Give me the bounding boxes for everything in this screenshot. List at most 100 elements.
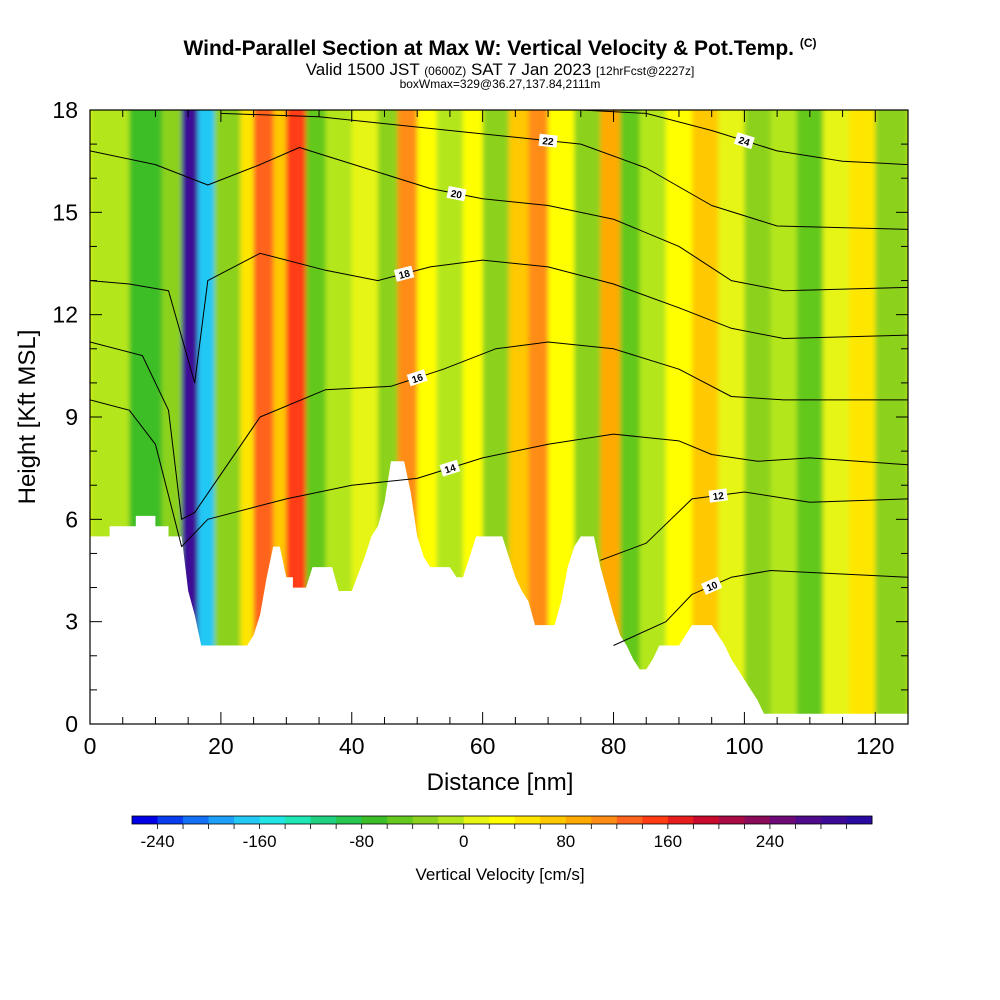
colorbar-swatch bbox=[132, 816, 158, 824]
terrain-layer bbox=[90, 461, 908, 724]
colorbar-swatch bbox=[616, 816, 643, 824]
x-axis-label: Distance [nm] bbox=[427, 769, 574, 796]
x-tick-label: 120 bbox=[856, 733, 894, 759]
theta-contours: 10 12 14 16 18 20 22 24 bbox=[90, 110, 908, 646]
velocity-band bbox=[770, 110, 798, 724]
y-tick-label: 12 bbox=[52, 302, 78, 328]
contour-label-text: 20 bbox=[450, 189, 463, 202]
chart-title: Wind-Parallel Section at Max W: Vertical… bbox=[0, 36, 1000, 61]
colorbar-swatch bbox=[412, 816, 439, 824]
velocity-band bbox=[197, 110, 215, 724]
colorbar-swatch bbox=[336, 816, 363, 824]
velocity-band bbox=[692, 110, 719, 724]
colorbar-tick-label: 240 bbox=[756, 832, 784, 851]
contour-label-text: 16 bbox=[411, 372, 425, 386]
axes: 0 20 40 60 80 100 120 0 3 6 9 12 15 18 bbox=[52, 97, 909, 759]
colorbar-swatch bbox=[489, 816, 516, 824]
colorbar-swatch bbox=[285, 816, 312, 824]
velocity-band bbox=[639, 110, 667, 724]
contour-label-text: 14 bbox=[443, 463, 457, 477]
x-tick-label: 40 bbox=[339, 733, 365, 759]
valid-date: SAT 7 Jan 2023 bbox=[470, 60, 592, 79]
velocity-band bbox=[665, 110, 693, 724]
colorbar-swatch bbox=[718, 816, 745, 824]
contour-label-text: 18 bbox=[398, 268, 412, 282]
colorbar-tick-label: -80 bbox=[349, 832, 374, 851]
colorbar-tick-label: 80 bbox=[556, 832, 575, 851]
velocity-band bbox=[822, 110, 850, 724]
colorbar-swatch bbox=[846, 816, 873, 824]
forecast-info: [12hrFcst@2227z] bbox=[596, 64, 695, 78]
y-tick-label: 15 bbox=[52, 199, 78, 225]
colorbar-tick-label: 160 bbox=[654, 832, 682, 851]
velocity-band bbox=[620, 110, 641, 724]
colorbar-swatch bbox=[259, 816, 286, 824]
velocity-band bbox=[718, 110, 745, 724]
colorbar-swatch bbox=[387, 816, 414, 824]
x-tick-label: 80 bbox=[601, 733, 627, 759]
contour-label-box bbox=[439, 459, 461, 477]
colorbar: -240 -160 -80 0 80 160 240 bbox=[131, 815, 873, 851]
velocity-band bbox=[286, 110, 307, 724]
contour-label-text: 22 bbox=[542, 136, 555, 148]
contour-label-box bbox=[701, 576, 723, 595]
colorbar-swatch bbox=[438, 816, 465, 824]
velocity-band bbox=[240, 110, 255, 724]
colorbar-swatch bbox=[540, 816, 567, 824]
contour-label-text: 24 bbox=[737, 135, 751, 149]
contour-label-box bbox=[406, 369, 428, 387]
y-tick-label: 18 bbox=[52, 97, 78, 123]
theta-contour-label: 16 bbox=[406, 369, 428, 387]
y-tick-label: 3 bbox=[65, 609, 78, 635]
valid-utc: (0600Z) bbox=[424, 64, 467, 78]
boxwmax-line: boxWmax=329@36.27,137.84,2111m bbox=[399, 77, 601, 91]
terrain bbox=[90, 461, 908, 724]
x-tick-label: 0 bbox=[84, 733, 97, 759]
contour-label-box bbox=[446, 185, 467, 202]
copyright-mark: (C) bbox=[799, 36, 817, 50]
colorbar-swatch bbox=[769, 816, 796, 824]
colorbar-tick-label: 0 bbox=[459, 832, 468, 851]
colorbar-tick-label: -240 bbox=[141, 832, 175, 851]
x-tick-label: 100 bbox=[725, 733, 763, 759]
colorbar-swatch bbox=[234, 816, 260, 824]
colorbar-swatch bbox=[795, 816, 822, 824]
colorbar-swatch bbox=[463, 816, 490, 824]
contour-label-box bbox=[393, 265, 415, 282]
y-tick-label: 0 bbox=[65, 711, 78, 737]
theta-contour-label: 10 bbox=[701, 576, 723, 595]
colorbar-label: Vertical Velocity [cm/s] bbox=[415, 865, 584, 884]
contour-label-text: 12 bbox=[712, 491, 725, 503]
theta-contour-label: 24 bbox=[734, 132, 755, 150]
colorbar-frame bbox=[131, 815, 873, 825]
colorbar-swatch bbox=[361, 816, 388, 824]
valid-time: Valid 1500 JST bbox=[305, 60, 420, 79]
velocity-band bbox=[600, 110, 621, 724]
colorbar-swatch bbox=[565, 816, 592, 824]
theta-contour-label: 12 bbox=[708, 488, 728, 503]
velocity-band bbox=[796, 110, 824, 724]
x-tick-label: 60 bbox=[470, 733, 496, 759]
theta-contour-label: 18 bbox=[393, 265, 415, 282]
colorbar-swatch bbox=[744, 816, 771, 824]
colorbar-swatch bbox=[667, 816, 694, 824]
chart-subtitle: Valid 1500 JST (0600Z) SAT 7 Jan 2023 [1… bbox=[0, 60, 1000, 80]
contour-label-box bbox=[538, 133, 558, 148]
velocity-band bbox=[181, 110, 199, 724]
velocity-band bbox=[849, 110, 876, 724]
colorbar-swatch bbox=[183, 816, 209, 824]
colorbar-swatch bbox=[820, 816, 847, 824]
colorbar-swatch bbox=[208, 816, 235, 824]
theta-contour-label: 20 bbox=[446, 185, 467, 202]
colorbar-swatch bbox=[514, 816, 541, 824]
colorbar-swatch bbox=[642, 816, 669, 824]
y-tick-label: 6 bbox=[65, 506, 78, 532]
contour-label-text: 10 bbox=[705, 580, 720, 595]
colorbar-swatch bbox=[591, 816, 618, 824]
contour-label-box bbox=[734, 132, 755, 150]
theta-contour-label: 14 bbox=[439, 459, 461, 477]
x-tick-label: 20 bbox=[208, 733, 234, 759]
velocity-band bbox=[528, 110, 549, 724]
chart-title-text: Wind-Parallel Section at Max W: Vertical… bbox=[183, 37, 794, 60]
y-tick-label: 9 bbox=[65, 404, 78, 430]
